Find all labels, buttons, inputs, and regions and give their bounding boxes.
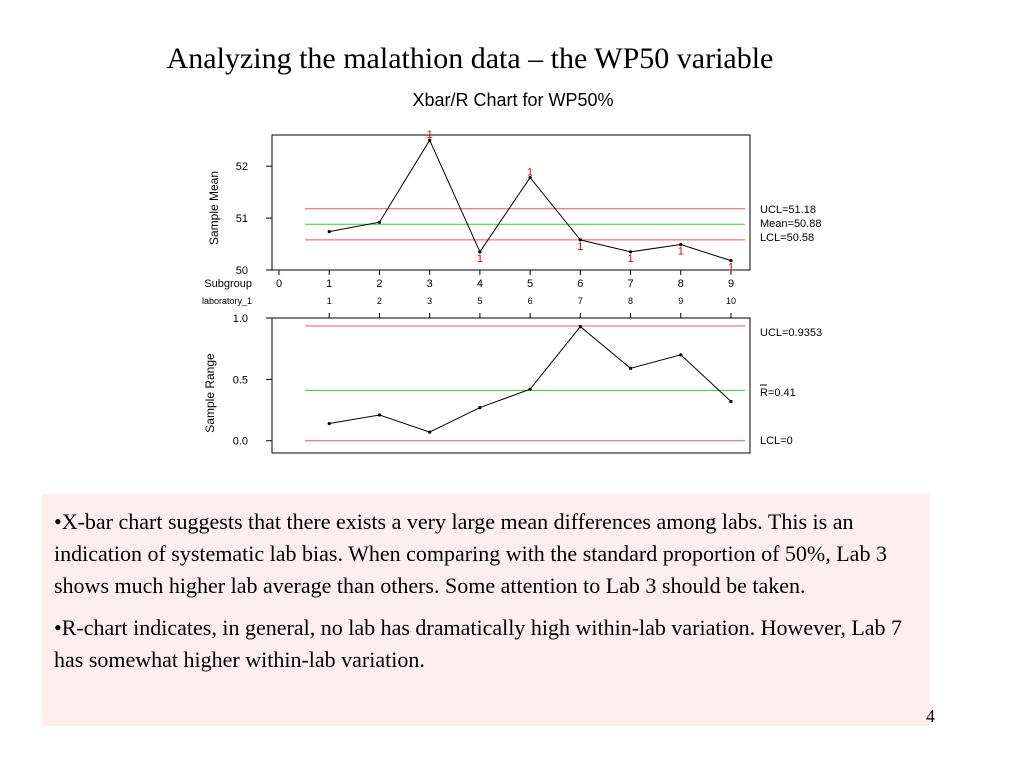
lab-tick-label: 9: [678, 296, 683, 306]
xbar-point: [679, 242, 683, 247]
subgroup-tick-label: 8: [678, 278, 684, 290]
lab-tick-label: 10: [726, 296, 736, 306]
lab-tick-label: 6: [528, 296, 533, 306]
range-point: [729, 399, 733, 404]
subgroup-tick-label: 5: [527, 278, 533, 290]
xbar-point: [377, 220, 382, 224]
xbar-y-tick-label: 50: [236, 265, 248, 277]
range-y-tick-label: 1.0: [233, 313, 248, 325]
xbar-plot-frame: [271, 134, 751, 271]
xbar-flag: 1: [477, 253, 483, 265]
subgroup-tick-label: 6: [577, 278, 583, 290]
subgroup-tick-label: 3: [427, 278, 433, 290]
xbar-flag: 1: [678, 246, 684, 258]
xbar-ucl-label: UCL=51.18: [760, 204, 816, 216]
range-point: [628, 366, 633, 370]
lab-tick-label: 5: [477, 296, 482, 306]
xbar-flag: 1: [427, 129, 433, 141]
lab-axis-label: laboratory_1: [202, 296, 252, 306]
range-y-tick-label: 0.5: [233, 374, 248, 386]
subgroup-tick-label: 2: [376, 278, 382, 290]
lab-tick-label: 2: [377, 296, 382, 306]
xbar-point: [628, 250, 633, 254]
subgroup-axis-label: Subgroup: [204, 278, 252, 290]
lab-tick-label: 3: [427, 296, 432, 306]
xbar-point: [478, 250, 482, 254]
slide-title: Analyzing the malathion data – the WP50 …: [166, 42, 774, 75]
range-y-axis-label: Sample Range: [203, 353, 217, 433]
range-series-line: [329, 325, 732, 433]
xbar-point: [729, 259, 733, 263]
range-plot-frame: [271, 317, 751, 454]
subgroup-tick-label: 1: [326, 278, 332, 290]
xbar-point: [428, 138, 432, 142]
page-number: 4: [926, 706, 935, 726]
lab-tick-label: 1: [327, 296, 332, 306]
xbar-series-line: [329, 139, 732, 262]
xbar-mean-label: Mean=50.88: [760, 218, 821, 230]
range-point: [679, 353, 683, 357]
range-point: [428, 430, 432, 434]
notes-box: •X-bar chart suggests that there exists …: [42, 494, 930, 726]
xbar-flag: 1: [527, 167, 533, 179]
xbar-point: [327, 229, 331, 234]
range-y-tick-label: 0.0: [233, 436, 248, 448]
range-point: [327, 421, 331, 426]
range-point: [478, 405, 482, 410]
range-point: [578, 324, 582, 329]
note-range: •R-chart indicates, in general, no lab h…: [54, 615, 903, 672]
subgroup-tick-label: 7: [627, 278, 633, 290]
xbar-y-tick-label: 51: [236, 213, 248, 225]
xbar-y-axis-label: Sample Mean: [207, 171, 221, 245]
subgroup-tick-label: 4: [477, 278, 483, 290]
lab-tick-label: 8: [628, 296, 633, 306]
xbar-point: [528, 175, 532, 180]
xbar-flag: 1: [627, 253, 633, 265]
subgroup-tick-label: 9: [728, 278, 734, 290]
xbar-flag: 1: [728, 262, 734, 274]
range-lcl-label: LCL=0: [760, 435, 793, 447]
xbar-lcl-label: LCL=50.58: [760, 232, 814, 244]
range-point: [528, 387, 532, 391]
range-ucl-label: UCL=0.9353: [760, 327, 822, 339]
xbar-y-tick-label: 52: [236, 161, 248, 173]
range-point: [377, 413, 382, 417]
xbar-flag: 1: [577, 241, 583, 253]
xbar-point: [578, 238, 582, 242]
note-xbar: •X-bar chart suggests that there exists …: [54, 509, 887, 598]
subgroup-tick-label: 0: [276, 278, 282, 290]
chart-title: Xbar/R Chart for WP50%: [412, 90, 614, 110]
lab-tick-label: 7: [578, 296, 583, 306]
range-center-label: R=0.41: [760, 387, 796, 399]
